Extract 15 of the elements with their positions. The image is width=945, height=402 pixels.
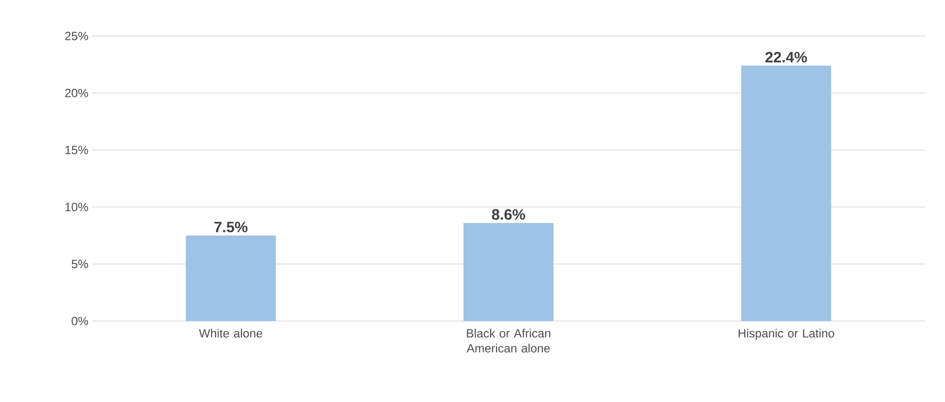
x-tick-label: White alone bbox=[198, 328, 262, 338]
bar bbox=[741, 66, 832, 321]
data-label: 7.5% bbox=[214, 222, 248, 232]
y-tick-label: 15% bbox=[65, 146, 88, 154]
y-tick-label: 20% bbox=[65, 88, 88, 98]
y-tick-label: 25% bbox=[65, 32, 88, 40]
y-tick-label: 0% bbox=[72, 316, 88, 326]
y-tick-label: 10% bbox=[65, 202, 88, 212]
x-tick-label: Black or African American alone bbox=[466, 328, 550, 352]
y-tick-label: 5% bbox=[72, 260, 88, 268]
bar bbox=[464, 222, 554, 321]
bar bbox=[186, 236, 276, 321]
data-label: 22.4% bbox=[766, 52, 807, 62]
x-tick-label: Hispanic or Latino bbox=[738, 328, 834, 340]
data-label: 8.6% bbox=[492, 209, 526, 220]
